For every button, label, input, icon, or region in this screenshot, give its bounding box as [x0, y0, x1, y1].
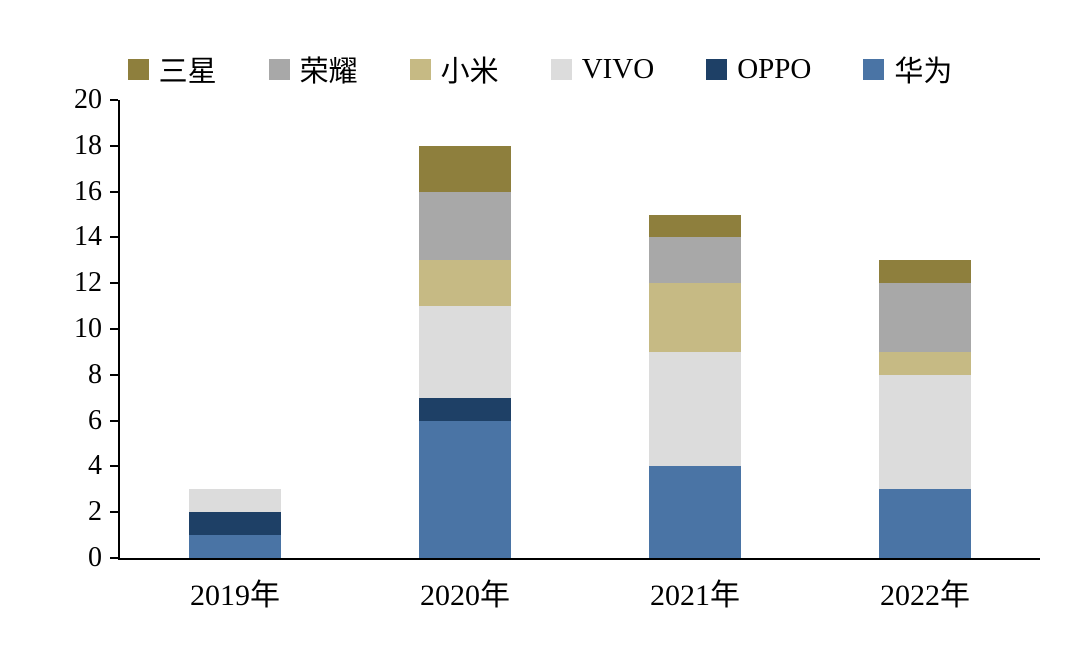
y-axis-tick	[110, 190, 118, 193]
y-axis-tick	[110, 144, 118, 147]
y-axis-tick	[110, 419, 118, 422]
y-axis-label: 6	[88, 404, 102, 436]
y-axis-label: 2	[88, 496, 102, 528]
bar-segment-荣耀	[419, 191, 511, 261]
x-axis-label: 2019年	[190, 579, 280, 612]
legend-swatch-icon	[127, 58, 149, 80]
bar-2019年	[189, 489, 281, 558]
y-axis-tick	[110, 557, 118, 559]
legend-swatch-icon	[706, 58, 728, 80]
legend-item: 华为	[863, 48, 952, 90]
y-axis-tick	[110, 236, 118, 239]
legend-label: 华为	[894, 56, 953, 88]
chart-legend: 三星 荣耀 小米 VIVO OPPO 华为	[0, 48, 1080, 90]
y-axis-label: 20	[74, 84, 102, 115]
y-axis-tick	[110, 328, 118, 330]
x-axis-label: 2021年	[650, 579, 740, 612]
y-axis-tick	[110, 511, 118, 514]
bar-segment-小米	[879, 351, 971, 375]
legend-label: OPPO	[737, 52, 812, 85]
x-axis-label: 2020年	[420, 579, 510, 612]
y-axis-tick	[110, 373, 118, 376]
legend-item: OPPO	[706, 53, 811, 86]
bar-segment-三星	[419, 145, 511, 192]
y-axis-label: 12	[74, 267, 102, 299]
legend-label: 三星	[158, 56, 217, 88]
bar-segment-OPPO	[189, 512, 281, 536]
y-axis-label: 10	[74, 313, 102, 344]
bar-segment-华为	[189, 535, 281, 558]
bar-segment-华为	[419, 420, 511, 558]
bar-segment-华为	[879, 489, 971, 558]
legend-label: VIVO	[581, 52, 655, 85]
x-axis-label: 2022年	[880, 579, 970, 612]
legend-swatch-icon	[268, 58, 290, 80]
bar-segment-VIVO	[879, 374, 971, 490]
bar-segment-荣耀	[879, 283, 971, 352]
legend-swatch-icon	[863, 58, 885, 80]
y-axis-label: 14	[74, 221, 102, 253]
y-axis-tick	[110, 465, 118, 468]
y-axis-label: 0	[88, 542, 102, 573]
bar-2022年	[879, 260, 971, 558]
bar-segment-三星	[879, 260, 971, 284]
bar-segment-VIVO	[189, 489, 281, 513]
bar-2021年	[649, 214, 741, 558]
bar-segment-VIVO	[419, 306, 511, 398]
y-axis-label: 4	[88, 450, 102, 482]
legend-label: 小米	[440, 56, 499, 88]
bar-segment-华为	[649, 466, 741, 558]
bar-segment-小米	[419, 260, 511, 307]
plot-area: 0 2 4 6 8 10 12 14 16 18 20 2019年 2020年 2021年 2022年	[74, 84, 1040, 612]
legend-item: 小米	[409, 48, 499, 90]
bar-segment-三星	[649, 214, 741, 238]
bar-segment-荣耀	[649, 237, 741, 284]
legend-label: 荣耀	[299, 56, 358, 88]
y-axis-label: 16	[74, 175, 102, 207]
bar-2020年	[419, 145, 511, 558]
y-axis-tick	[110, 282, 118, 285]
legend-item: VIVO	[550, 52, 655, 86]
legend-item: 荣耀	[268, 48, 358, 90]
legend-item: 三星	[127, 48, 217, 90]
bar-segment-VIVO	[649, 351, 741, 467]
y-axis-tick	[110, 99, 118, 101]
y-axis-label: 18	[74, 129, 102, 161]
bar-segment-OPPO	[419, 397, 511, 421]
legend-swatch-icon	[550, 58, 572, 80]
y-axis-label: 8	[88, 358, 102, 390]
bar-segment-小米	[649, 283, 741, 352]
legend-swatch-icon	[409, 58, 431, 80]
